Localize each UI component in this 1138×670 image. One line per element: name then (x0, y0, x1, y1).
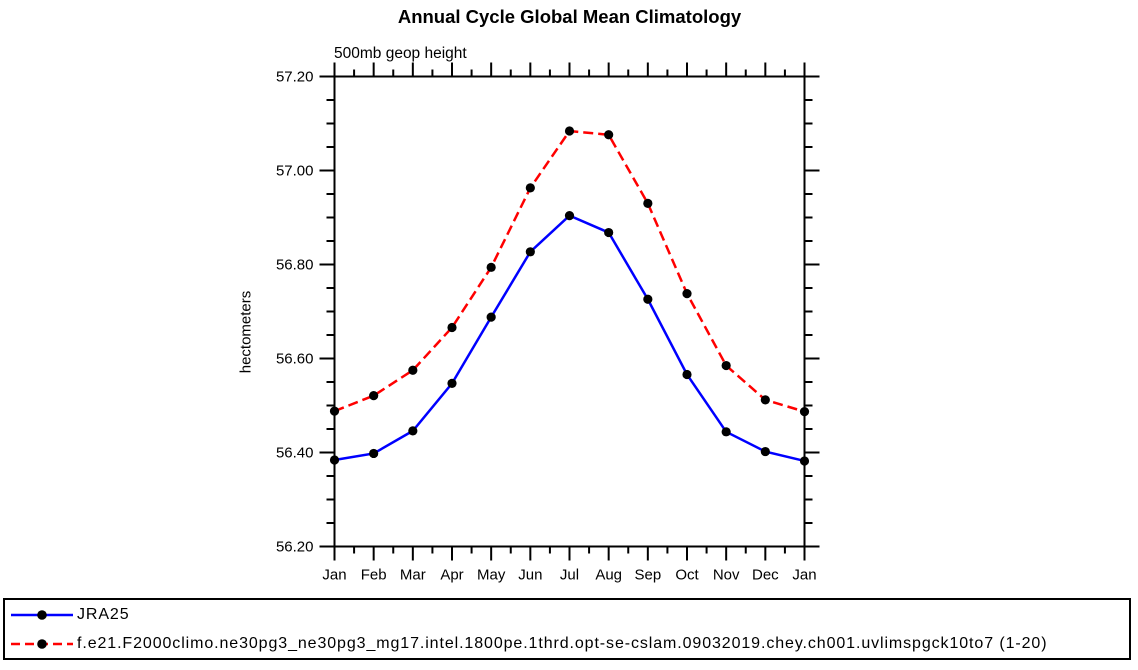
data-point-marker (408, 426, 418, 436)
data-point-marker (369, 391, 379, 401)
x-tick-label: Aug (595, 567, 622, 584)
data-point-markers (329, 126, 810, 466)
chart-title: Annual Cycle Global Mean Climatology (398, 6, 742, 27)
data-point-marker (604, 227, 614, 238)
data-point-marker (682, 369, 692, 380)
data-point-marker (525, 247, 535, 257)
data-point-marker (760, 446, 770, 457)
data-point-marker (682, 289, 692, 299)
data-point-marker (760, 395, 770, 405)
data-point-marker (447, 378, 457, 389)
x-tick-label: Apr (440, 567, 463, 584)
legend-line-sample-solid (11, 609, 73, 620)
y-tick-label: 57.00 (276, 163, 314, 180)
data-point-marker (447, 322, 457, 333)
plot-frame (333, 75, 806, 548)
y-tick-label: 57.20 (276, 69, 314, 86)
x-tick-label: Nov (713, 567, 740, 584)
x-tick-label: Feb (361, 567, 387, 584)
y-axis-label: hectometers (238, 291, 255, 374)
x-tick-label: Dec (752, 567, 779, 584)
data-point-marker (369, 448, 379, 459)
axis-ticks (319, 62, 820, 561)
legend-item-model: f.e21.F2000climo.ne30pg3_ne30pg3_mg17.in… (9, 629, 1129, 658)
legend: JRA25 f.e21.F2000climo.ne30pg3_ne30pg3_m… (3, 598, 1131, 660)
y-tick-label: 56.20 (276, 539, 314, 556)
x-tick-label: Jan (322, 567, 346, 584)
data-point-marker (486, 262, 496, 272)
data-point-marker (721, 427, 731, 437)
data-point-marker (643, 294, 653, 304)
chart-subtitle: 500mb geop height (334, 45, 467, 62)
climatology-chart: Annual Cycle Global Mean Climatology 500… (238, 6, 820, 584)
x-tick-label: May (477, 567, 506, 584)
legend-sample-marker (37, 638, 47, 649)
y-tick-label: 56.40 (276, 445, 314, 462)
legend-line-sample-dashed (11, 638, 73, 649)
x-tick-label: Oct (675, 567, 699, 584)
data-point-marker (486, 312, 496, 322)
x-tick-label: Jan (792, 567, 816, 584)
data-point-marker (604, 130, 614, 140)
data-point-marker (721, 360, 731, 371)
legend-sample-marker (37, 609, 47, 620)
legend-item-jra25: JRA25 (9, 600, 1129, 629)
axis-tick-labels: 56.20 56.40 56.60 56.80 57.00 57.20 Jan Feb Mar A… (276, 69, 817, 584)
x-tick-label: Mar (400, 567, 426, 584)
x-tick-label: Jul (560, 567, 579, 584)
legend-label: JRA25 (77, 605, 130, 623)
series-line-jra25 (334, 214, 805, 463)
y-tick-label: 56.80 (276, 257, 314, 274)
series-lines (334, 129, 805, 463)
data-point-marker (643, 198, 653, 208)
y-tick-label: 56.60 (276, 351, 314, 368)
x-tick-label: Sep (634, 567, 661, 584)
data-point-marker (564, 126, 575, 136)
data-point-marker (564, 211, 575, 221)
data-point-marker (408, 365, 418, 375)
x-tick-label: Jun (518, 567, 542, 584)
data-point-marker (525, 183, 535, 193)
series-line-model (334, 129, 805, 413)
legend-label: f.e21.F2000climo.ne30pg3_ne30pg3_mg17.in… (77, 634, 1048, 652)
